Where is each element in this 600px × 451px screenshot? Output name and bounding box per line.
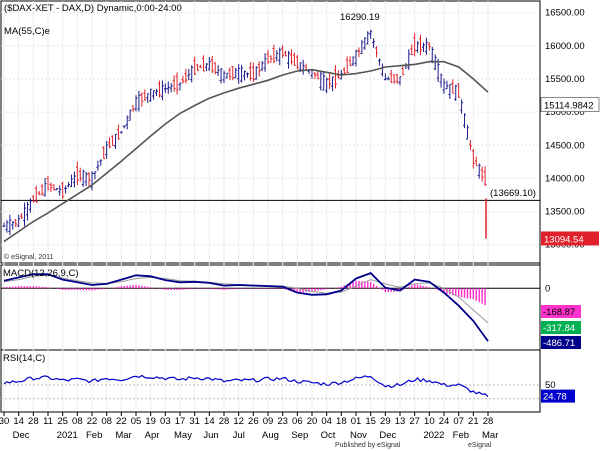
x-day-label: 28 — [483, 416, 494, 427]
x-month-label: 2022 — [423, 430, 444, 441]
x-day-label: 12 — [233, 416, 244, 427]
rsi-label: RSI(14,C) — [3, 353, 45, 364]
x-day-label: 20 — [307, 416, 318, 427]
x-month-label: Apr — [145, 430, 160, 441]
x-day-label: 05 — [131, 416, 142, 427]
footer-right: eSignal — [468, 442, 492, 449]
x-month-label: Jun — [203, 430, 218, 441]
x-month-label: Jul — [233, 430, 245, 441]
price-tick-label: 14500.00 — [545, 140, 585, 151]
x-day-label: 21 — [468, 416, 479, 427]
x-day-label: 06 — [292, 416, 303, 427]
macd-readout-value: -486.71 — [543, 338, 575, 349]
x-day-label: 30 — [0, 416, 9, 427]
x-day-label: 11 — [43, 416, 53, 427]
x-day-label: 01 — [351, 416, 362, 427]
x-month-label: May — [174, 430, 192, 441]
x-month-label: Oct — [321, 430, 336, 441]
macd-readout-value: -317.84 — [543, 323, 575, 334]
x-day-label: 28 — [28, 416, 39, 427]
high-annotation: 16290.19 — [340, 12, 380, 23]
macd-readout-box — [541, 336, 581, 349]
x-day-label: 10 — [424, 416, 435, 427]
x-day-label: 28 — [219, 416, 230, 427]
x-day-label: 09 — [263, 416, 274, 427]
x-day-label: 14 — [204, 416, 215, 427]
support-annotation: (13669.10) — [490, 188, 536, 199]
watermark: © eSignal, 2011 — [4, 253, 54, 261]
x-month-label: Nov — [350, 430, 367, 441]
chart-title: ($DAX-XET - DAX,D) Dynamic,0:00-24:00 — [4, 3, 182, 14]
x-day-label: 26 — [248, 416, 259, 427]
rsi-readout-box — [541, 389, 575, 403]
x-day-label: 27 — [409, 416, 420, 427]
price-tick-label: 13500.00 — [545, 207, 585, 218]
x-month-label: Feb — [453, 430, 469, 441]
ma55-line — [3, 60, 489, 243]
macd-series — [1, 272, 540, 342]
x-month-label: Dec — [13, 430, 30, 441]
price-tick-label: 14000.00 — [545, 173, 585, 184]
ma-label: MA(55,C)e — [4, 26, 50, 37]
x-day-label: 24 — [439, 416, 450, 427]
last-close-value: 15114.9842 — [544, 100, 594, 111]
last-low-box — [541, 231, 599, 246]
price-tick-label: 16000.00 — [545, 41, 585, 52]
grid — [1, 1, 540, 412]
x-month-label: Sep — [291, 430, 308, 441]
footer-left: Published by eSignal — [335, 442, 401, 449]
macd-readout-value: -168.87 — [543, 307, 575, 318]
x-day-label: 25 — [57, 416, 68, 427]
rsi-line — [3, 374, 489, 398]
x-day-label: 19 — [145, 416, 156, 427]
price-panel — [0, 0, 541, 264]
x-day-label: 07 — [453, 416, 464, 427]
x-month-label: Aug — [262, 430, 279, 441]
x-day-label: 08 — [101, 416, 112, 427]
x-day-label: 03 — [160, 416, 171, 427]
price-tick-label: 15000.00 — [545, 107, 585, 118]
x-day-label: 08 — [72, 416, 83, 427]
last-close-box — [540, 96, 600, 112]
macd-readout-box — [541, 305, 581, 318]
x-day-label: 18 — [336, 416, 347, 427]
x-day-label: 22 — [116, 416, 127, 427]
macd-zero-label: 0 — [545, 283, 550, 294]
rsi-series — [1, 374, 540, 400]
price-series — [2, 29, 489, 243]
macd-panel — [0, 264, 541, 352]
x-month-label: Feb — [86, 430, 102, 441]
x-day-label: 13 — [395, 416, 406, 427]
axes: 16500.00 16000.00 15500.00 15000.00 14500.00… — [0, 8, 600, 441]
x-day-label: 23 — [277, 416, 288, 427]
x-month-label: Dec — [379, 430, 396, 441]
x-day-label: 14 — [13, 416, 24, 427]
x-day-label: 04 — [321, 416, 332, 427]
macd-readout-box — [541, 321, 581, 334]
macd-label: MACD(12,26,9,C) — [3, 268, 79, 279]
price-tick-label: 15500.00 — [545, 74, 585, 85]
x-day-label: 29 — [380, 416, 391, 427]
x-day-label: 15 — [365, 416, 376, 427]
x-month-label: Mar — [482, 430, 498, 441]
x-month-label: 2021 — [57, 430, 78, 441]
rsi-level-label: 50 — [545, 380, 556, 391]
price-tick-label: 16500.00 — [545, 8, 585, 19]
macd-line — [3, 272, 489, 342]
x-day-label: 17 — [175, 416, 186, 427]
x-day-label: 22 — [87, 416, 98, 427]
last-low-value: 13094.54 — [544, 234, 584, 245]
x-month-label: Mar — [115, 430, 131, 441]
rsi-readout-value: 24.78 — [543, 392, 567, 403]
x-day-label: 31 — [189, 416, 200, 427]
